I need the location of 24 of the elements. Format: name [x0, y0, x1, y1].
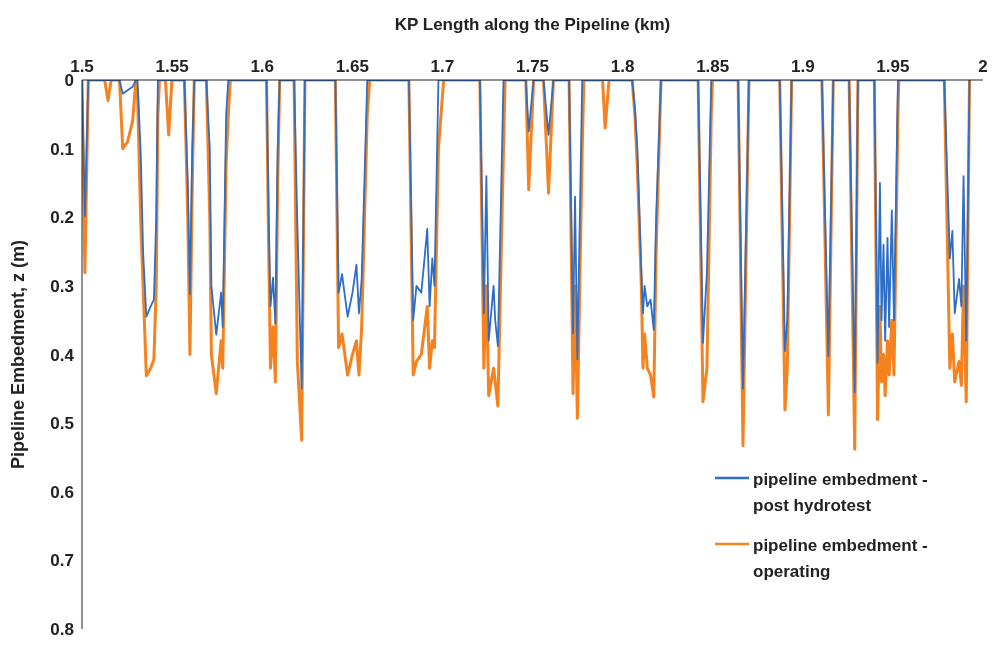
y-tick-label: 0.1	[50, 139, 74, 159]
y-tick-label: 0.3	[50, 276, 74, 296]
y-tick-label: 0.4	[50, 345, 75, 365]
x-tick-label: 1.85	[696, 57, 730, 76]
line-series	[82, 80, 971, 394]
y-tick-label: 0.6	[50, 482, 74, 502]
x-tick-label: 1.55	[155, 57, 189, 76]
x-tick-label: 1.75	[515, 57, 550, 76]
y-tick-label: 0.5	[50, 414, 74, 434]
y-tick-label: 0	[64, 71, 74, 91]
legend-label: pipeline embedment - operating	[753, 535, 929, 583]
x-tick-label: 1.6	[250, 57, 275, 76]
x-tick-label: 1.95	[876, 57, 910, 76]
y-tick-label: 0.2	[50, 208, 74, 228]
x-axis-title: KP Length along the Pipeline (km)	[394, 15, 671, 35]
x-tick-label: 1.65	[335, 57, 369, 76]
y-tick-label: 0.7	[50, 551, 74, 571]
legend-label: pipeline embedment - post hydrotest	[753, 469, 929, 517]
x-tick-label: 1.7	[430, 57, 455, 76]
x-tick-label: 1.9	[790, 57, 815, 76]
x-tick-label: 2	[978, 57, 988, 76]
y-tick-label: 0.8	[50, 620, 74, 640]
x-tick-label: 1.8	[610, 57, 635, 76]
y-axis-title: Pipeline Embedment, z (m)	[8, 239, 29, 470]
